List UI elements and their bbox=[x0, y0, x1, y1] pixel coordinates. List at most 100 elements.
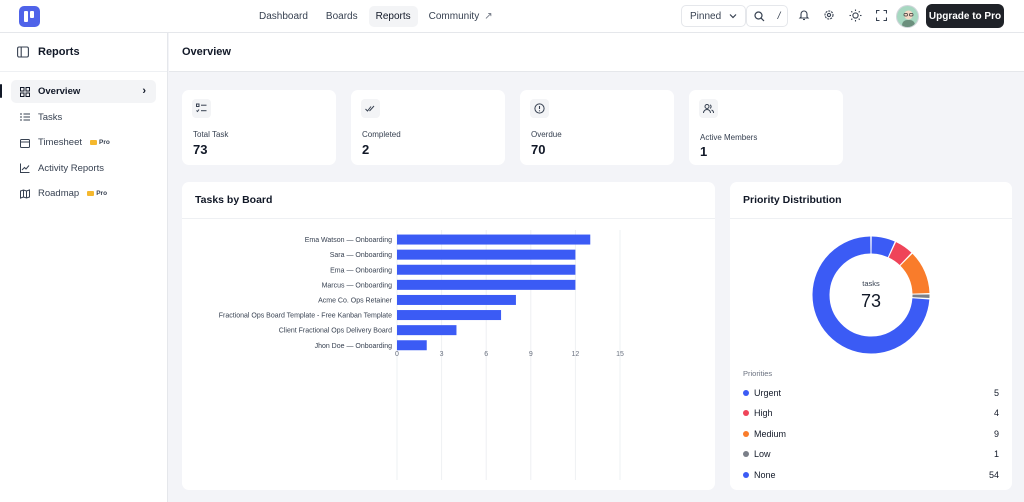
sidebar-item-timesheet[interactable]: Timesheet Pro bbox=[11, 131, 156, 154]
main-nav: Dashboard Boards Reports Community ↗ bbox=[252, 6, 500, 27]
donut-center-label: tasks bbox=[862, 279, 880, 288]
search-icon bbox=[753, 10, 764, 21]
y-tick-label: Fractional Ops Board Template - Free Kan… bbox=[219, 313, 392, 320]
y-tick-label: Marcus — Onboarding bbox=[322, 282, 393, 289]
divider bbox=[730, 218, 1012, 219]
y-tick-label: Client Fractional Ops Delivery Board bbox=[279, 328, 392, 335]
x-tick-label: 12 bbox=[572, 351, 580, 358]
bar bbox=[397, 264, 576, 275]
nav-boards[interactable]: Boards bbox=[325, 11, 358, 22]
search-shortcut: / bbox=[777, 10, 781, 22]
pinned-dropdown[interactable]: Pinned bbox=[681, 5, 747, 27]
gear-icon[interactable] bbox=[822, 8, 836, 22]
donut-slice bbox=[871, 236, 895, 258]
tasklist-icon bbox=[192, 99, 211, 118]
pro-badge: Pro bbox=[87, 190, 107, 197]
y-tick-label: Ema Watson — Onboarding bbox=[305, 237, 392, 244]
stat-value: 73 bbox=[193, 142, 208, 157]
stat-value: 2 bbox=[362, 142, 370, 157]
y-tick-label: Acme Co. Ops Retainer bbox=[318, 297, 393, 304]
stat-label: Total Task bbox=[193, 130, 229, 139]
nav-dashboard[interactable]: Dashboard bbox=[259, 11, 308, 22]
divider bbox=[182, 218, 715, 219]
sidebar-item-activity-reports[interactable]: Activity Reports bbox=[11, 157, 156, 180]
stat-value: 70 bbox=[531, 142, 546, 157]
legend-dot bbox=[743, 410, 749, 416]
avatar[interactable] bbox=[896, 5, 919, 28]
chevron-down-icon bbox=[729, 14, 737, 19]
external-link-icon: ↗ bbox=[484, 11, 493, 22]
crown-icon bbox=[87, 191, 95, 196]
donut-slice bbox=[812, 236, 930, 354]
sidebar-item-roadmap[interactable]: Roadmap Pro bbox=[11, 182, 156, 205]
pro-badge: Pro bbox=[90, 139, 110, 146]
donut-center-value: 73 bbox=[861, 291, 881, 311]
y-tick-label: Jhon Doe — Onboarding bbox=[315, 343, 393, 350]
y-tick-label: Sara — Onboarding bbox=[330, 252, 392, 259]
sidebar-item-tasks[interactable]: Tasks bbox=[11, 106, 156, 129]
tasks-by-board-panel: Tasks by Board 0 3 6 9 12 15 Ema Watson — Onbo… bbox=[182, 182, 715, 490]
sun-icon[interactable] bbox=[848, 8, 862, 22]
legend-item-none: None 54 bbox=[743, 469, 999, 481]
legend-dot bbox=[743, 451, 749, 457]
legend-dot bbox=[743, 390, 749, 396]
page-title: Overview bbox=[182, 46, 231, 58]
nav-reports[interactable]: Reports bbox=[368, 6, 418, 27]
stat-card-overdue: Overdue 70 bbox=[520, 90, 674, 165]
legend-item-urgent: Urgent 5 bbox=[743, 387, 999, 399]
x-tick-label: 6 bbox=[484, 351, 488, 358]
bar bbox=[397, 294, 516, 305]
stat-card-active-members: Active Members 1 bbox=[689, 90, 843, 165]
x-tick-label: 15 bbox=[616, 351, 624, 358]
chevron-right-icon: › bbox=[142, 85, 146, 97]
alert-icon bbox=[530, 99, 549, 118]
crown-icon bbox=[90, 140, 97, 145]
bar bbox=[397, 325, 457, 336]
sidebar-item-overview[interactable]: Overview › bbox=[11, 80, 156, 103]
priority-donut-chart: tasks 73 bbox=[812, 236, 930, 354]
upgrade-button[interactable]: Upgrade to Pro bbox=[926, 4, 1004, 28]
x-tick-label: 0 bbox=[395, 351, 399, 358]
legend-dot bbox=[743, 431, 749, 437]
y-tick-label: Ema — Onboarding bbox=[330, 267, 392, 274]
donut-slice bbox=[900, 253, 930, 295]
stat-label: Completed bbox=[362, 130, 401, 139]
x-tick-label: 9 bbox=[529, 351, 533, 358]
app-logo[interactable] bbox=[19, 6, 40, 27]
stat-label: Active Members bbox=[700, 133, 758, 142]
legend-item-low: Low 1 bbox=[743, 448, 999, 460]
panel-title: Tasks by Board bbox=[195, 194, 273, 206]
panel-title: Priority Distribution bbox=[743, 194, 842, 206]
stat-card-total-task: Total Task 73 bbox=[182, 90, 336, 165]
grid-icon bbox=[20, 86, 30, 97]
legend-item-medium: Medium 9 bbox=[743, 428, 999, 440]
stat-card-completed: Completed 2 bbox=[351, 90, 505, 165]
bar bbox=[397, 249, 576, 260]
stat-value: 1 bbox=[700, 144, 708, 159]
page-header: Overview bbox=[169, 33, 1024, 72]
stat-label: Overdue bbox=[531, 130, 562, 139]
bar bbox=[397, 310, 502, 321]
users-icon bbox=[699, 99, 718, 118]
donut-slice bbox=[888, 242, 912, 266]
search-button[interactable]: / bbox=[746, 5, 788, 27]
tasks-by-board-chart: 0 3 6 9 12 15 Ema Watson — Onboarding Sara — On… bbox=[219, 230, 624, 480]
bar bbox=[397, 340, 427, 351]
legend-title: Priorities bbox=[743, 369, 773, 378]
top-navbar: Dashboard Boards Reports Community ↗ Pinn… bbox=[0, 0, 1024, 33]
sidebar-title: Reports bbox=[38, 46, 80, 58]
bar bbox=[397, 279, 576, 290]
bell-icon[interactable] bbox=[797, 8, 811, 22]
legend-dot bbox=[743, 472, 749, 478]
priority-distribution-panel: Priority Distribution tasks 73 Prioritie… bbox=[730, 182, 1012, 490]
trend-icon bbox=[20, 163, 30, 173]
sidebar-header: Reports bbox=[0, 33, 167, 72]
check-icon bbox=[361, 99, 380, 118]
bar bbox=[397, 234, 591, 245]
active-indicator bbox=[0, 84, 2, 98]
sidebar: Reports Overview › Tasks Timesheet Pro A… bbox=[0, 33, 168, 502]
fullscreen-icon[interactable] bbox=[874, 8, 888, 22]
map-icon bbox=[20, 188, 30, 199]
nav-community[interactable]: Community ↗ bbox=[428, 11, 493, 22]
sidebar-toggle-icon[interactable] bbox=[17, 46, 29, 58]
